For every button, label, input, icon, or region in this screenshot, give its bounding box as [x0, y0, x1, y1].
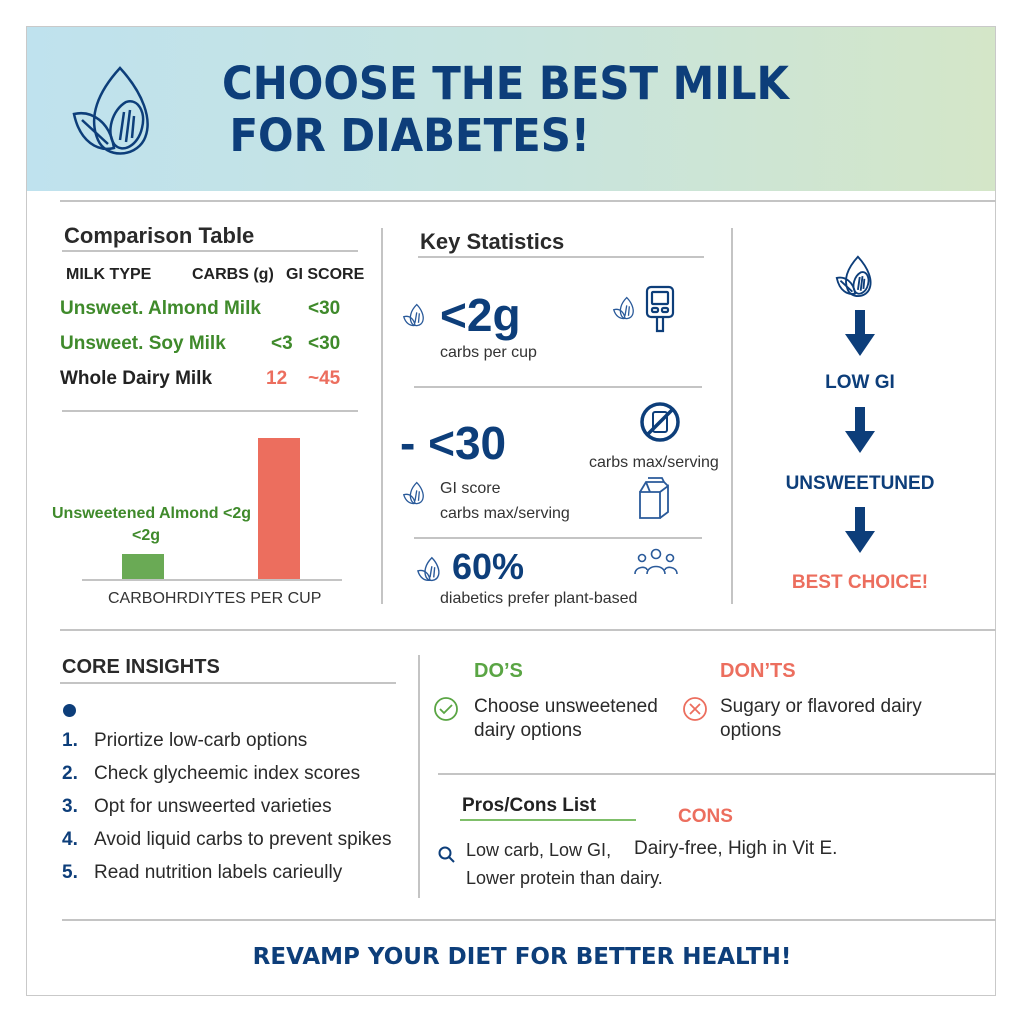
- x-circle-icon: [683, 697, 707, 721]
- column-divider: [418, 655, 420, 898]
- insight-item: 2. Check glycheemic index scores: [62, 763, 361, 784]
- almond-icon: [402, 481, 424, 505]
- almond-icon: [417, 556, 440, 582]
- column-header-gi-score: GI SCORE: [286, 266, 365, 283]
- bar-dairy: [258, 438, 300, 579]
- column-divider: [381, 228, 383, 604]
- check-circle-icon: [434, 697, 458, 721]
- column-header-milk-type: MILK TYPE: [66, 266, 152, 283]
- pros-cons-title: Pros/Cons List: [462, 795, 597, 816]
- dos-text: Choose unsweetened dairy options: [474, 696, 658, 741]
- table-row-milk-type: Whole Dairy Milk: [60, 368, 213, 389]
- header-banner: [27, 27, 995, 191]
- column-header-carbs: CARBS (g): [192, 266, 274, 283]
- search-icon: [438, 846, 455, 863]
- almond-icon: [612, 296, 634, 320]
- key-statistics-title: Key Statistics: [420, 229, 565, 254]
- divider: [60, 682, 396, 684]
- glucose-meter-icon: [645, 285, 675, 333]
- no-sugar-icon: [640, 402, 680, 442]
- donts-text: Sugary or flavored dairy options: [720, 696, 922, 741]
- arrow-down-icon: [845, 310, 875, 356]
- flow-step-unsweetened: UNSWEETUNED: [785, 473, 935, 494]
- bar-value-label: <2g: [132, 527, 161, 544]
- cons-text: Dairy-free, High in Vit E.: [634, 838, 838, 859]
- chart-axis: [82, 579, 342, 581]
- insight-item: 5. Read nutrition labels carieully: [62, 862, 343, 883]
- flow-step-low-gi: LOW GI: [825, 372, 895, 393]
- table-row-milk-type: Unsweet. Almond Milk: [60, 298, 261, 319]
- chart-x-label: CARBOHRDIYTES PER CUP: [108, 590, 322, 607]
- milk-carton-icon: [639, 477, 669, 519]
- title-line-1: CHOOSE THE BEST MILK: [222, 57, 789, 110]
- dos-title: DO’S: [474, 660, 523, 682]
- pros-text: Low carb, Low GI,: [466, 840, 612, 860]
- almond-leaf-icon: [72, 66, 149, 155]
- comparison-table-title: Comparison Table: [64, 223, 255, 248]
- divider: [418, 256, 704, 258]
- divider: [60, 629, 996, 631]
- table-row-milk-type: Unsweet. Soy Milk: [60, 333, 226, 354]
- divider: [62, 919, 996, 921]
- divider: [438, 773, 996, 775]
- donts-title: DON’TS: [720, 660, 796, 682]
- almond-icon: [402, 303, 424, 327]
- stat-caption: carbs max/serving: [440, 505, 570, 522]
- stat-value-gi: - <30: [400, 417, 507, 469]
- stat-caption: diabetics prefer plant-based: [440, 590, 638, 607]
- bar-label: Unsweetened Almond <2g: [52, 505, 251, 522]
- divider: [62, 410, 358, 412]
- table-row-gi: <30: [308, 298, 341, 319]
- divider: [414, 537, 702, 539]
- almond-leaf-icon: [835, 255, 872, 298]
- stat-caption: carbs per cup: [440, 344, 537, 361]
- insight-item: 4. Avoid liquid carbs to prevent spikes: [62, 829, 392, 850]
- insight-item: 1. Priortize low-carb options: [62, 730, 308, 751]
- bullet-dot: [63, 704, 76, 717]
- cons-label: CONS: [678, 806, 733, 827]
- stat-value-percent: 60%: [452, 546, 525, 587]
- side-caption: carbs max/serving: [589, 454, 719, 471]
- stat-value-carbs: <2g: [440, 289, 521, 341]
- core-insights-title: CORE INSIGHTS: [62, 656, 220, 678]
- pros-cons-note: Lower protein than dairy.: [466, 868, 663, 888]
- page-title: CHOOSE THE BEST MILK FOR DIABETES!: [222, 58, 789, 162]
- people-group-icon: [634, 548, 678, 575]
- divider: [460, 819, 636, 821]
- stat-caption: GI score: [440, 480, 501, 497]
- table-row-gi: ~45: [308, 368, 341, 389]
- arrow-down-icon: [845, 407, 875, 453]
- footer-tagline: REVAMP YOUR DIET FOR BETTER HEALTH!: [252, 944, 792, 970]
- flow-step-best-choice: BEST CHOICE!: [791, 572, 929, 593]
- divider: [60, 200, 996, 202]
- insight-item: 3. Opt for unsweerted varieties: [62, 796, 332, 817]
- table-row-carbs: <3: [271, 333, 293, 354]
- title-line-2: FOR DIABETES!: [229, 109, 590, 162]
- table-row-carbs: 12: [266, 368, 288, 389]
- bar-almond: [122, 554, 164, 579]
- column-divider: [731, 228, 733, 604]
- divider: [62, 250, 358, 252]
- divider: [414, 386, 702, 388]
- arrow-down-icon: [845, 507, 875, 553]
- table-row-gi: <30: [308, 333, 341, 354]
